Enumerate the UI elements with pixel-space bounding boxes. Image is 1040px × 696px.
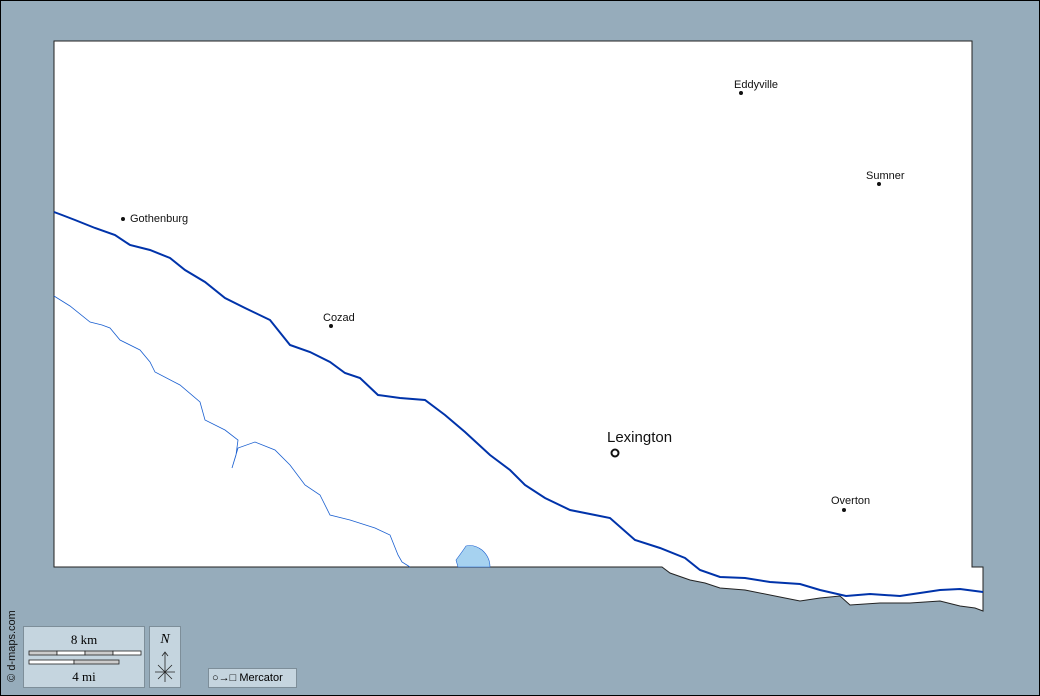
svg-text:Overton: Overton — [831, 495, 870, 507]
svg-text:Sumner: Sumner — [866, 170, 905, 182]
platte-river — [53, 211, 984, 598]
svg-text:Eddyville: Eddyville — [734, 79, 778, 91]
scale-km-bar — [28, 650, 142, 656]
north-arrow: N — [149, 626, 181, 688]
city-cozad[interactable]: Cozad — [323, 312, 355, 328]
stream — [53, 295, 411, 568]
credit: © d-maps.com — [6, 610, 18, 682]
scale-bar: 8 km 4 mi — [23, 626, 145, 688]
scale-mi-label: 4 mi — [72, 669, 96, 684]
projection-label: Mercator — [239, 672, 283, 684]
compass-icon — [155, 651, 175, 682]
svg-text:Lexington: Lexington — [607, 429, 672, 446]
lake — [455, 545, 491, 568]
north-label: N — [160, 632, 170, 647]
projection-symbol: ○→□ — [212, 672, 237, 684]
city-lexington[interactable]: Lexington — [607, 429, 672, 458]
svg-text:Gothenburg: Gothenburg — [130, 213, 188, 225]
county-land — [53, 40, 984, 612]
svg-text:Cozad: Cozad — [323, 312, 355, 324]
scale-km-label: 8 km — [70, 632, 98, 647]
city-overton[interactable]: Overton — [831, 495, 870, 512]
city-sumner[interactable]: Sumner — [866, 170, 905, 186]
city-eddyville[interactable]: Eddyville — [734, 79, 778, 95]
city-gothenburg[interactable]: Gothenburg — [121, 213, 188, 225]
projection-legend: ○→□ Mercator — [208, 668, 297, 688]
scale-mi-bar — [28, 659, 120, 665]
